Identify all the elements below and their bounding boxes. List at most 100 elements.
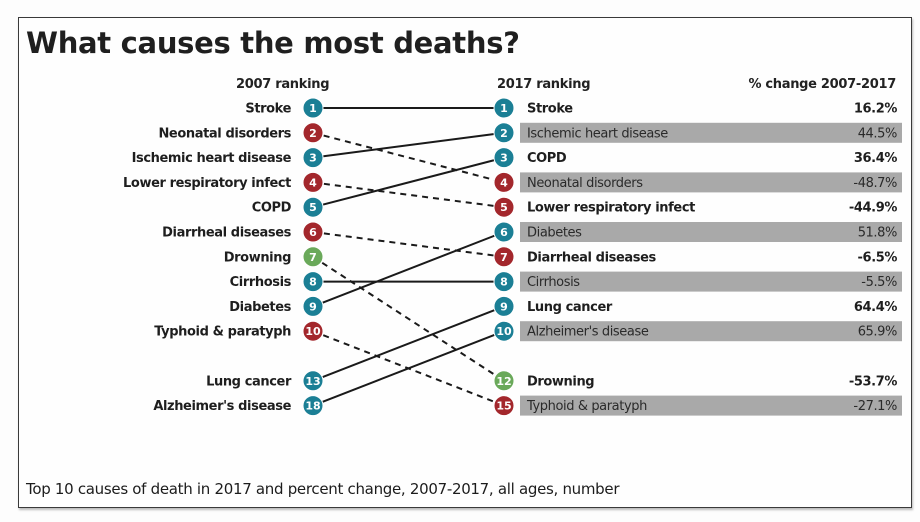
left-rank-number: 5 xyxy=(309,201,317,214)
left-rank-marker xyxy=(302,122,324,144)
left-rank-marker xyxy=(302,271,324,293)
right-rank-marker xyxy=(493,171,515,193)
link-line xyxy=(312,255,505,382)
change-value: 51.8% xyxy=(858,226,897,241)
row-band xyxy=(520,321,902,342)
left-label: Lung cancer xyxy=(206,374,292,389)
change-value: -44.9% xyxy=(849,201,897,216)
right-rank-marker xyxy=(493,370,515,392)
left-label: Diarrheal diseases xyxy=(162,226,292,241)
row-band xyxy=(520,395,902,416)
left-label: Ischemic heart disease xyxy=(132,151,292,166)
right-rank-marker xyxy=(493,122,515,144)
right-rank-number: 3 xyxy=(500,152,508,165)
chart-title: What causes the most deaths? xyxy=(26,26,520,60)
left-label: Stroke xyxy=(245,102,291,117)
change-value: -6.5% xyxy=(858,250,898,265)
left-rank-number: 1 xyxy=(309,102,317,115)
right-rank-marker xyxy=(493,147,515,169)
change-value: -48.7% xyxy=(853,176,897,191)
link-line xyxy=(312,156,505,209)
left-rank-number: 13 xyxy=(305,375,320,388)
left-rank-number: 9 xyxy=(309,300,317,313)
right-rank-marker xyxy=(493,395,515,417)
chart-frame xyxy=(18,17,912,508)
row-band xyxy=(520,271,902,292)
left-rank-marker xyxy=(302,246,324,268)
right-rank-marker xyxy=(493,271,515,293)
row-band xyxy=(520,222,902,242)
left-label: Lower respiratory infect xyxy=(123,176,291,191)
left-rank-marker xyxy=(302,221,324,243)
right-rank-number: 12 xyxy=(496,375,511,388)
link-line xyxy=(312,131,505,159)
right-rank-marker xyxy=(493,97,515,119)
link-line xyxy=(312,231,505,308)
link-line xyxy=(312,330,505,407)
change-value: -53.7% xyxy=(849,374,897,389)
left-label: Typhoid & paratyph xyxy=(154,325,291,340)
right-rank-number: 8 xyxy=(500,276,508,289)
left-rank-number: 7 xyxy=(309,251,317,264)
left-rank-marker xyxy=(302,320,324,342)
right-label: Drowning xyxy=(527,374,594,389)
right-rank-number: 15 xyxy=(496,400,511,413)
left-label: Cirrhosis xyxy=(230,275,292,290)
left-rank-marker xyxy=(302,196,324,218)
left-rank-marker xyxy=(302,370,324,392)
link-line xyxy=(312,305,505,382)
right-rank-marker xyxy=(493,295,515,317)
left-label: Drowning xyxy=(224,250,291,265)
change-value: 44.5% xyxy=(858,126,897,141)
change-value: 36.4% xyxy=(854,151,897,166)
right-label: Diabetes xyxy=(527,226,582,241)
left-rank-number: 4 xyxy=(309,176,317,189)
left-rank-number: 18 xyxy=(305,400,320,413)
left-rank-marker xyxy=(302,97,324,119)
left-rank-number: 8 xyxy=(309,276,317,289)
right-rank-marker xyxy=(493,320,515,342)
right-rank-marker xyxy=(493,221,515,243)
left-rank-marker xyxy=(302,147,324,169)
link-line xyxy=(312,131,505,184)
right-label: Diarrheal diseases xyxy=(527,250,657,265)
left-label: COPD xyxy=(252,201,292,216)
right-rank-number: 5 xyxy=(500,201,508,214)
change-value: 64.4% xyxy=(854,300,897,315)
right-label: Neonatal disorders xyxy=(527,176,643,191)
chart-subtitle: Top 10 causes of death in 2017 and perce… xyxy=(26,480,620,498)
right-label: COPD xyxy=(527,151,567,166)
left-label: Diabetes xyxy=(229,300,291,315)
change-value: -27.1% xyxy=(853,399,897,414)
right-label: Ischemic heart disease xyxy=(527,126,668,141)
right-label: Alzheimer's disease xyxy=(527,325,649,340)
left-label: Neonatal disorders xyxy=(158,126,291,141)
left-rank-marker xyxy=(302,171,324,193)
link-line xyxy=(312,181,505,209)
change-value: 65.9% xyxy=(858,325,897,340)
left-label: Alzheimer's disease xyxy=(153,399,291,414)
link-line xyxy=(312,231,505,258)
right-rank-number: 2 xyxy=(500,127,508,140)
left-rank-number: 10 xyxy=(305,325,321,338)
left-rank-marker xyxy=(302,295,324,317)
right-rank-number: 1 xyxy=(500,102,508,115)
left-header: 2007 ranking xyxy=(236,77,330,92)
left-rank-number: 6 xyxy=(309,226,317,239)
row-band xyxy=(520,122,902,143)
right-rank-number: 7 xyxy=(500,251,508,264)
right-label: Stroke xyxy=(527,102,573,117)
row-band xyxy=(520,172,902,193)
left-rank-number: 3 xyxy=(309,152,317,165)
right-rank-number: 9 xyxy=(500,300,508,313)
right-rank-number: 10 xyxy=(496,325,512,338)
change-value: 16.2% xyxy=(854,102,897,117)
right-rank-number: 6 xyxy=(500,226,508,239)
left-rank-number: 2 xyxy=(309,127,317,140)
change-header: % change 2007-2017 xyxy=(748,77,896,92)
right-label: Lung cancer xyxy=(527,300,613,315)
change-value: -5.5% xyxy=(861,275,897,290)
right-rank-marker xyxy=(493,196,515,218)
right-label: Lower respiratory infect xyxy=(527,201,695,216)
right-label: Cirrhosis xyxy=(527,275,580,290)
